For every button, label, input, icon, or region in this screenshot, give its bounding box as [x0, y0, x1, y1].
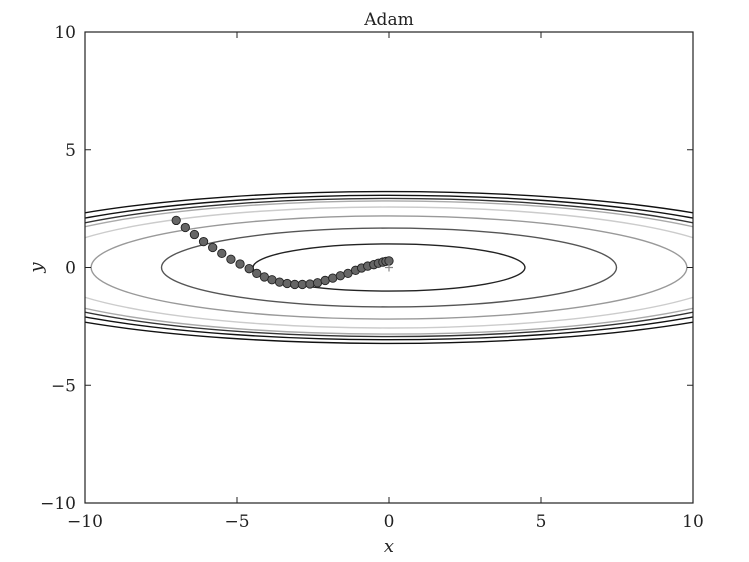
path-point — [335, 271, 346, 281]
y-tick-label: −5 — [51, 376, 76, 396]
chart-title: Adam — [363, 10, 413, 30]
path-point — [343, 268, 353, 279]
path-point — [235, 259, 245, 269]
path-point — [320, 275, 330, 286]
y-tick-label: 0 — [65, 259, 76, 279]
x-axis-label: x — [384, 536, 394, 557]
x-tick-label: 0 — [384, 512, 395, 532]
path-point — [208, 242, 218, 253]
path-point — [198, 236, 209, 247]
x-tick-label: 5 — [536, 512, 547, 532]
path-point — [290, 279, 300, 290]
path-point — [217, 248, 227, 259]
path-point — [297, 279, 308, 290]
y-tick-label: 5 — [65, 141, 76, 161]
path-point — [244, 264, 254, 274]
path-point — [259, 272, 270, 282]
axis-ticks: −10 −5 0 5 10 −10 −5 0 5 10 — [40, 23, 704, 532]
contour-level-8 — [85, 190, 693, 345]
contour-level-7 — [85, 194, 693, 341]
path-point — [226, 254, 236, 264]
path-point — [305, 279, 315, 289]
path-point — [282, 278, 292, 289]
y-tick-label: −10 — [40, 494, 76, 514]
contour-level-4 — [85, 206, 693, 329]
path-point — [189, 229, 200, 240]
path-point — [312, 278, 323, 288]
contour-level-6 — [85, 197, 693, 338]
x-tick-label: −10 — [67, 512, 103, 532]
y-axis-label: y — [26, 262, 47, 274]
path-point — [171, 215, 181, 226]
contour-level-3 — [90, 215, 688, 320]
path-point — [274, 277, 285, 287]
path-point — [180, 222, 190, 233]
contour-lines — [85, 190, 693, 345]
path-point — [328, 273, 338, 283]
path-point — [252, 268, 262, 279]
minimum-marker — [385, 263, 393, 272]
x-tick-label: 10 — [682, 512, 704, 532]
optimizer-path — [171, 215, 394, 290]
x-tick-label: −5 — [224, 512, 249, 532]
contour-level-5 — [85, 200, 693, 335]
contour-level-2 — [160, 227, 618, 308]
path-point — [267, 275, 277, 285]
minimum-plus-marker — [385, 263, 393, 272]
y-tick-label: 10 — [54, 23, 76, 43]
